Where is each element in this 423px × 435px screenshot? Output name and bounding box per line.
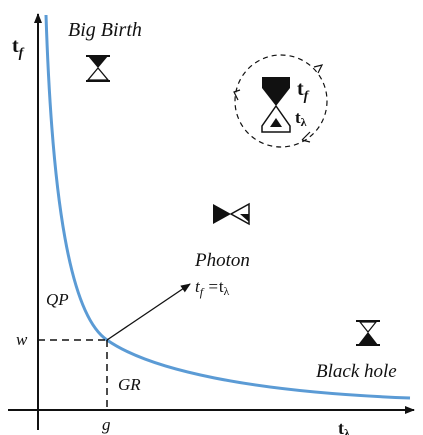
text-part: t <box>295 108 301 127</box>
text-part: λ <box>301 115 307 129</box>
text-part: f <box>200 285 205 299</box>
text-part: = <box>203 277 219 296</box>
text-part: t <box>297 78 304 100</box>
photon-equation: tf =tλ <box>195 277 230 299</box>
black-hole-label: Black hole <box>316 361 397 382</box>
y-axis-label: tf <box>12 35 25 61</box>
g-label: g <box>102 415 111 434</box>
cycle-circle <box>234 54 328 148</box>
bowtie-icon <box>213 202 250 226</box>
text-part: λ <box>224 284 230 298</box>
title: Big Birth <box>68 19 142 41</box>
hourglass-icon <box>86 55 110 82</box>
cycle-arrow <box>313 64 324 74</box>
x-axis-label: tλ <box>338 418 350 435</box>
w-label: w <box>16 330 28 349</box>
text-part: t <box>338 418 344 435</box>
arrow <box>106 283 191 341</box>
photon-label: Photon <box>194 250 250 271</box>
qp-label: QP <box>46 290 69 309</box>
cycle-label: tf <box>297 78 310 104</box>
gr-label: GR <box>118 375 141 394</box>
text-part: f <box>304 89 310 104</box>
cycle-label: tλ <box>295 108 307 129</box>
text-part: t <box>219 277 224 296</box>
curve <box>44 14 411 400</box>
cycle-arrow <box>233 89 241 101</box>
text-part: t <box>195 277 201 296</box>
cycle-arrow <box>301 131 311 143</box>
text-part: f <box>19 46 25 61</box>
hourglass-icon <box>261 77 291 133</box>
text-part: t <box>12 35 19 57</box>
text-part: λ <box>344 426 350 435</box>
hourglass-icon <box>356 320 380 346</box>
